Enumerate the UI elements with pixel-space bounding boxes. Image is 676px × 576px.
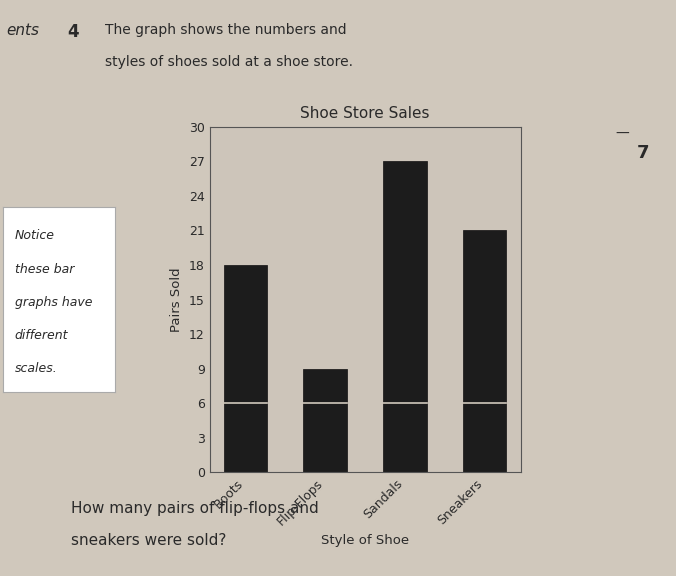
Text: How many pairs of flip-flops and: How many pairs of flip-flops and	[71, 501, 318, 516]
Bar	[383, 161, 427, 472]
Bar	[224, 265, 268, 472]
X-axis label: Style of Shoe: Style of Shoe	[321, 534, 409, 547]
Text: sneakers were sold?: sneakers were sold?	[71, 533, 226, 548]
Bar	[304, 369, 347, 472]
Text: Notice: Notice	[15, 229, 55, 242]
Text: ents: ents	[7, 23, 40, 38]
Text: —: —	[615, 127, 629, 141]
Text: graphs have: graphs have	[15, 296, 92, 309]
Text: The graph shows the numbers and: The graph shows the numbers and	[105, 23, 346, 37]
Text: different: different	[15, 329, 68, 342]
Text: 7: 7	[637, 144, 649, 162]
Text: styles of shoes sold at a shoe store.: styles of shoes sold at a shoe store.	[105, 55, 353, 69]
Text: scales.: scales.	[15, 362, 57, 375]
Text: 4: 4	[68, 23, 79, 41]
Title: Shoe Store Sales: Shoe Store Sales	[300, 107, 430, 122]
Y-axis label: Pairs Sold: Pairs Sold	[170, 267, 183, 332]
Bar	[462, 230, 506, 472]
Text: these bar: these bar	[15, 263, 74, 276]
